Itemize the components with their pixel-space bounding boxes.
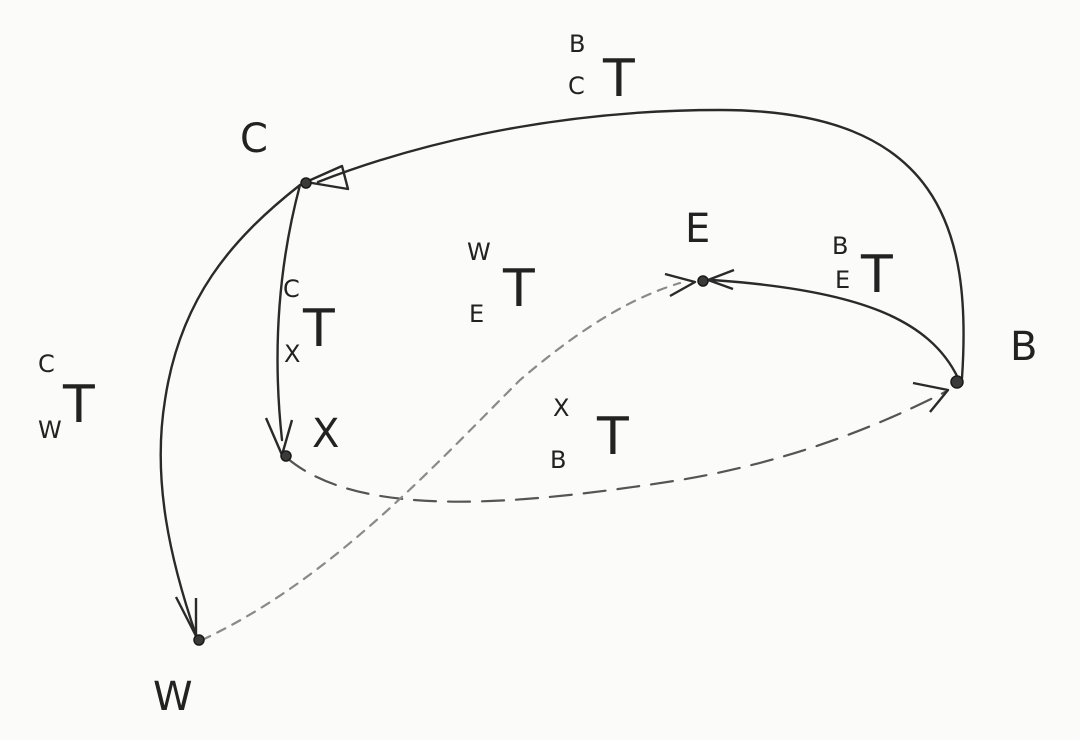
arrowhead-at-e-dotted (664, 272, 697, 298)
transform-label-b-c: B C T (568, 30, 635, 109)
node-b-label: B (1010, 324, 1037, 370)
node-x-label: X (312, 411, 339, 457)
node-e-label: E (685, 206, 710, 252)
transform-c-x-sup: C (283, 275, 300, 303)
arrowhead-at-c (304, 164, 350, 191)
transform-label-w-e: W E T (467, 238, 535, 328)
transform-c-w-sub: W (38, 416, 62, 444)
transform-c-x-main: T (302, 299, 335, 359)
transform-b-e-sup: B (832, 232, 848, 260)
arrowhead-at-b (912, 381, 950, 413)
node-x-dot (280, 450, 292, 462)
transform-label-b-e: B E T (832, 232, 893, 305)
node-w-dot (193, 634, 205, 646)
node-c-label: C (240, 116, 268, 162)
transform-b-c-main: T (602, 49, 635, 109)
transform-w-e-main: T (502, 259, 535, 319)
transform-c-x-sub: X (284, 340, 300, 368)
arrowhead-at-x (264, 417, 294, 457)
edge-b-to-c (316, 108, 965, 380)
transform-label-x-b: X B T (550, 394, 629, 474)
node-c-dot (300, 177, 312, 189)
node-b-dot (950, 375, 964, 389)
transform-c-w-sup: C (38, 350, 55, 378)
edge-b-to-e (710, 278, 960, 380)
transform-b-c-sup: B (569, 30, 585, 58)
edge-x-to-b (285, 390, 947, 503)
transform-x-b-sub: B (550, 446, 566, 474)
transform-c-w-main: T (62, 375, 95, 435)
transform-b-e-main: T (860, 245, 893, 305)
transform-b-e-sub: E (835, 266, 850, 294)
transform-label-c-x: C X T (283, 275, 335, 368)
edge-w-to-e (200, 281, 682, 642)
node-e-dot (697, 275, 709, 287)
transform-label-c-w: C W T (38, 350, 95, 444)
edge-c-to-x (276, 183, 302, 442)
transform-b-c-sub: C (568, 72, 585, 100)
transform-w-e-sub: E (469, 300, 484, 328)
edge-c-to-w (159, 183, 302, 640)
transform-x-b-main: T (596, 407, 629, 467)
transform-w-e-sup: W (467, 238, 491, 266)
transform-x-b-sup: X (553, 394, 569, 422)
node-w-label: W (153, 674, 193, 720)
